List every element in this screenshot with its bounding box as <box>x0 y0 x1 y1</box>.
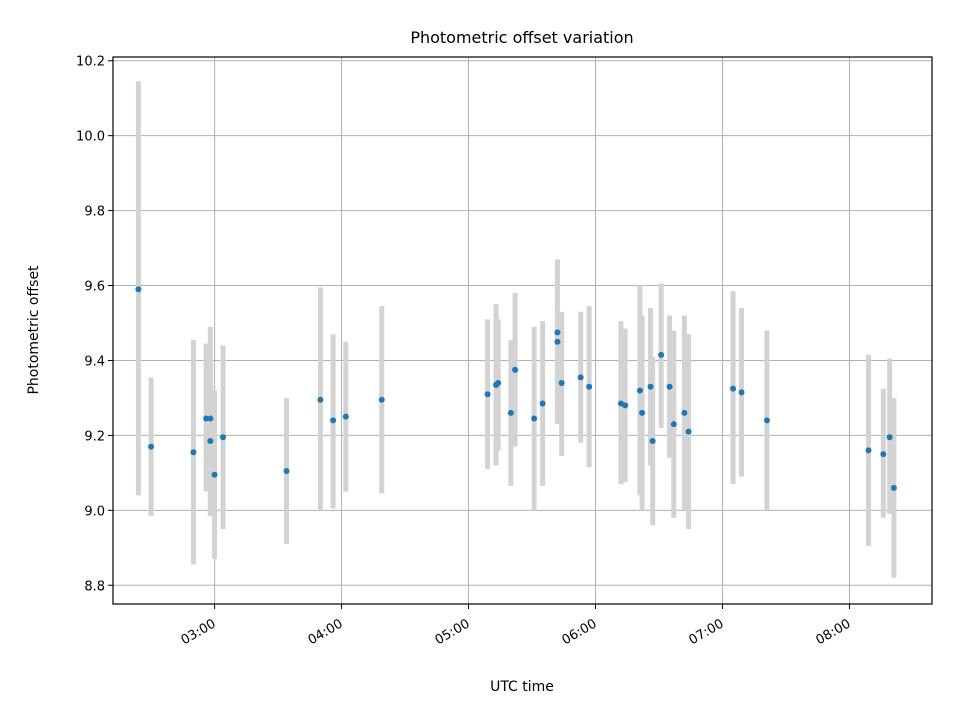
data-point <box>207 438 214 445</box>
data-point <box>558 379 565 386</box>
data-point <box>681 409 688 416</box>
data-points <box>135 286 897 491</box>
data-point <box>639 409 646 416</box>
data-point <box>317 396 324 403</box>
data-point <box>649 438 656 445</box>
data-point <box>211 471 218 478</box>
y-tick-label: 9.8 <box>84 205 105 220</box>
y-tick-label: 10.2 <box>76 55 105 70</box>
data-point <box>220 434 227 441</box>
data-point <box>484 391 491 398</box>
data-point <box>495 379 502 386</box>
data-point <box>763 417 770 424</box>
data-point <box>207 415 214 422</box>
grid <box>113 57 932 604</box>
data-point <box>647 383 654 390</box>
y-tick-label: 9.2 <box>84 429 105 444</box>
data-point <box>190 449 197 456</box>
data-point <box>507 409 514 416</box>
y-axis-ticks: 8.8 9.0 9.2 9.4 9.6 9.8 10.0 10.2 <box>76 55 113 594</box>
data-point <box>135 286 142 293</box>
x-axis-label: UTC time <box>490 679 554 695</box>
data-point <box>539 400 546 407</box>
data-point <box>554 329 561 336</box>
chart-title: Photometric offset variation <box>410 28 633 47</box>
plot-area-frame <box>112 56 933 605</box>
data-point <box>203 415 210 422</box>
data-point <box>880 451 887 458</box>
data-point <box>658 351 665 358</box>
data-point <box>622 402 629 409</box>
y-tick-label: 8.8 <box>84 579 105 594</box>
y-tick-label: 9.6 <box>84 280 105 295</box>
y-tick-label: 10.0 <box>76 130 105 145</box>
data-point <box>886 434 893 441</box>
data-point <box>738 389 745 396</box>
data-point <box>666 383 673 390</box>
data-point <box>531 415 538 422</box>
y-axis-label: Photometric offset <box>26 265 42 395</box>
y-tick-label: 9.4 <box>84 354 105 369</box>
data-point <box>670 421 677 428</box>
data-point <box>730 385 737 392</box>
data-point <box>148 443 155 450</box>
data-point <box>283 467 290 474</box>
data-point <box>636 387 643 394</box>
data-point <box>330 417 337 424</box>
data-point <box>865 447 872 454</box>
data-point <box>890 484 897 491</box>
data-point <box>586 383 593 390</box>
data-point <box>554 338 561 345</box>
data-point <box>378 396 385 403</box>
data-point <box>342 413 349 420</box>
data-point <box>577 374 584 381</box>
data-point <box>685 428 692 435</box>
data-point <box>512 366 519 373</box>
y-tick-label: 9.0 <box>84 504 105 519</box>
